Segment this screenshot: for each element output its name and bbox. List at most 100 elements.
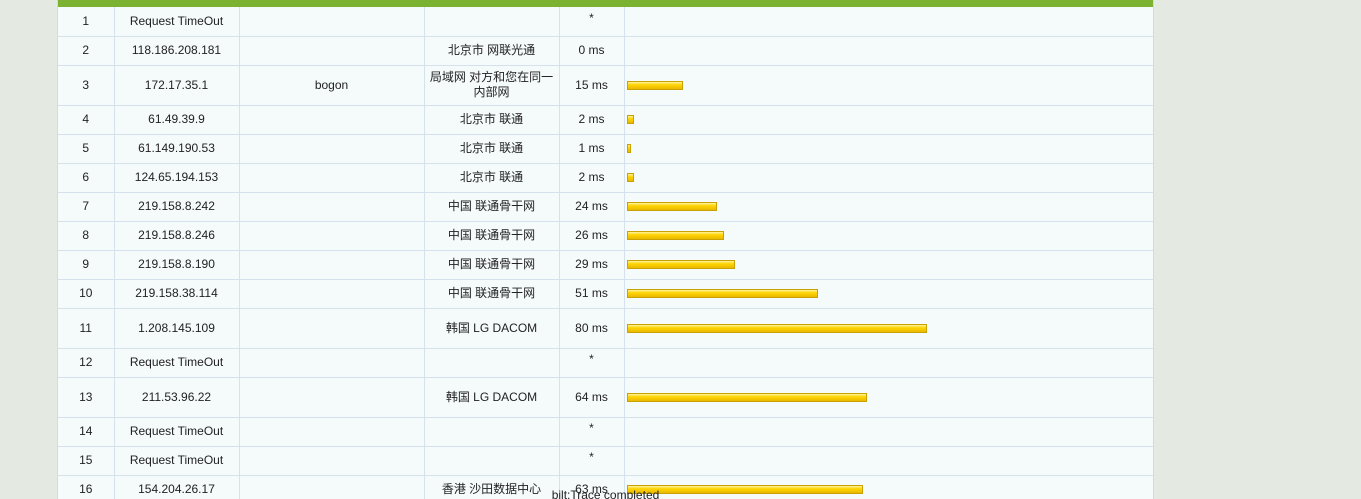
ip-address: Request TimeOut bbox=[114, 348, 240, 378]
response-time: 51 ms bbox=[559, 279, 625, 309]
table-row: 4 61.49.39.9 北京市 联通 2 ms bbox=[58, 105, 1153, 135]
latency-bar-cell bbox=[624, 308, 1153, 349]
latency-bar-cell bbox=[624, 446, 1153, 476]
latency-bar bbox=[626, 485, 863, 494]
response-time: 2 ms bbox=[559, 163, 625, 193]
latency-bar bbox=[626, 144, 631, 153]
table-row: 12 Request TimeOut * bbox=[58, 348, 1153, 378]
hop-number: 1 bbox=[58, 7, 115, 37]
hop-number: 10 bbox=[58, 279, 115, 309]
location bbox=[424, 348, 560, 378]
location: 中国 联通骨干网 bbox=[424, 221, 560, 251]
response-time: 80 ms bbox=[559, 308, 625, 349]
latency-bar-cell bbox=[624, 134, 1153, 164]
location: 韩国 LG DACOM bbox=[424, 308, 560, 349]
latency-bar-cell bbox=[624, 221, 1153, 251]
location bbox=[424, 446, 560, 476]
location: 中国 联通骨干网 bbox=[424, 279, 560, 309]
latency-bar bbox=[626, 392, 867, 402]
table-row: 2 118.186.208.181 北京市 网联光通 0 ms bbox=[58, 36, 1153, 66]
table-row: 8 219.158.8.246 中国 联通骨干网 26 ms bbox=[58, 221, 1153, 251]
ip-address: Request TimeOut bbox=[114, 446, 240, 476]
hostname bbox=[239, 250, 425, 280]
table-row: 10 219.158.38.114 中国 联通骨干网 51 ms bbox=[58, 279, 1153, 309]
table-row: 9 219.158.8.190 中国 联通骨干网 29 ms bbox=[58, 250, 1153, 280]
hop-number: 3 bbox=[58, 65, 115, 106]
ip-address: 219.158.38.114 bbox=[114, 279, 240, 309]
latency-bar bbox=[626, 115, 634, 124]
location: 北京市 联通 bbox=[424, 163, 560, 193]
table-row: 6 124.65.194.153 北京市 联通 2 ms bbox=[58, 163, 1153, 193]
trace-panel: 1 Request TimeOut * 2 118.186.208.181 北京市 网联光… bbox=[57, 0, 1154, 499]
ip-address: 172.17.35.1 bbox=[114, 65, 240, 106]
latency-bar-cell bbox=[624, 417, 1153, 447]
table-row: 16 154.204.26.17 香港 沙田数据中心 63 ms bbox=[58, 475, 1153, 499]
latency-bar-cell bbox=[624, 105, 1153, 135]
response-time: * bbox=[559, 348, 625, 378]
location bbox=[424, 417, 560, 447]
response-time: * bbox=[559, 446, 625, 476]
table-row: 13 211.53.96.22 韩国 LG DACOM 64 ms bbox=[58, 377, 1153, 418]
hostname bbox=[239, 221, 425, 251]
latency-bar-cell bbox=[624, 279, 1153, 309]
response-time: 26 ms bbox=[559, 221, 625, 251]
response-time: 64 ms bbox=[559, 377, 625, 418]
table-row: 11 1.208.145.109 韩国 LG DACOM 80 ms bbox=[58, 308, 1153, 349]
hop-number: 12 bbox=[58, 348, 115, 378]
hostname bbox=[239, 279, 425, 309]
latency-bar-cell bbox=[624, 348, 1153, 378]
ip-address: 219.158.8.190 bbox=[114, 250, 240, 280]
response-time: 24 ms bbox=[559, 192, 625, 222]
location: 香港 沙田数据中心 bbox=[424, 475, 560, 499]
location: 北京市 联通 bbox=[424, 134, 560, 164]
ip-address: 118.186.208.181 bbox=[114, 36, 240, 66]
hostname bbox=[239, 192, 425, 222]
hop-number: 9 bbox=[58, 250, 115, 280]
location: 韩国 LG DACOM bbox=[424, 377, 560, 418]
latency-bar-cell bbox=[624, 36, 1153, 66]
ip-address: 154.204.26.17 bbox=[114, 475, 240, 499]
latency-bar bbox=[626, 323, 927, 333]
ip-address: 61.49.39.9 bbox=[114, 105, 240, 135]
hop-number: 7 bbox=[58, 192, 115, 222]
latency-bar-cell bbox=[624, 163, 1153, 193]
location bbox=[424, 7, 560, 37]
latency-bar bbox=[626, 231, 724, 240]
latency-bar bbox=[626, 173, 634, 182]
latency-bar-cell bbox=[624, 475, 1153, 499]
latency-bar-cell bbox=[624, 377, 1153, 418]
table-row: 14 Request TimeOut * bbox=[58, 417, 1153, 447]
latency-bar-cell bbox=[624, 7, 1153, 37]
hostname bbox=[239, 105, 425, 135]
latency-bar bbox=[626, 80, 683, 90]
ip-address: 124.65.194.153 bbox=[114, 163, 240, 193]
latency-bar-cell bbox=[624, 65, 1153, 106]
ip-address: Request TimeOut bbox=[114, 417, 240, 447]
response-time: 63 ms bbox=[559, 475, 625, 499]
hop-number: 14 bbox=[58, 417, 115, 447]
table-row: 15 Request TimeOut * bbox=[58, 446, 1153, 476]
response-time: * bbox=[559, 417, 625, 447]
hostname bbox=[239, 348, 425, 378]
hostname bbox=[239, 134, 425, 164]
latency-bar bbox=[626, 289, 818, 298]
ip-address: 219.158.8.242 bbox=[114, 192, 240, 222]
ip-address: 219.158.8.246 bbox=[114, 221, 240, 251]
response-time: 15 ms bbox=[559, 65, 625, 106]
hop-number: 16 bbox=[58, 475, 115, 499]
hostname bbox=[239, 7, 425, 37]
table-row: 1 Request TimeOut * bbox=[58, 7, 1153, 37]
location: 局域网 对方和您在同一内部网 bbox=[424, 65, 560, 106]
latency-bar bbox=[626, 202, 717, 211]
hop-number: 6 bbox=[58, 163, 115, 193]
latency-bar-cell bbox=[624, 250, 1153, 280]
hostname bbox=[239, 308, 425, 349]
location: 北京市 网联光通 bbox=[424, 36, 560, 66]
hop-number: 2 bbox=[58, 36, 115, 66]
hostname bbox=[239, 163, 425, 193]
header-bar bbox=[58, 0, 1153, 7]
location: 中国 联通骨干网 bbox=[424, 250, 560, 280]
hostname bbox=[239, 377, 425, 418]
hostname bbox=[239, 36, 425, 66]
table-row: 5 61.149.190.53 北京市 联通 1 ms bbox=[58, 134, 1153, 164]
